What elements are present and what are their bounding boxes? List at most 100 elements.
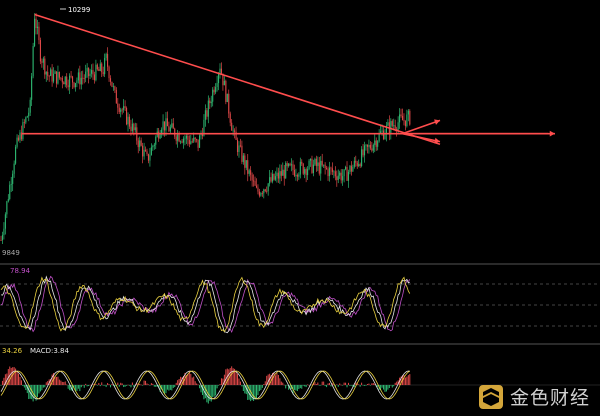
macd-histogram-bar <box>162 385 164 393</box>
macd-histogram-bar <box>77 385 79 389</box>
candle-body <box>35 18 37 29</box>
macd-histogram-bar <box>282 382 284 385</box>
candle-body <box>16 137 18 147</box>
candle-body <box>232 130 234 132</box>
macd-histogram-bar <box>209 385 211 401</box>
candle-body <box>134 127 136 131</box>
macd-histogram-bar <box>388 385 390 388</box>
macd-histogram-bar <box>228 369 230 385</box>
macd-histogram-bar <box>254 385 256 399</box>
candle-body <box>315 158 317 166</box>
candle-body <box>400 114 402 116</box>
jinse-logo-icon <box>478 384 503 409</box>
candle-body <box>200 133 202 136</box>
macd-histogram-bar <box>37 385 38 397</box>
macd-histogram-bar <box>47 381 49 385</box>
candle-body <box>190 141 192 144</box>
candle-body <box>86 67 88 72</box>
macd-histogram-bar <box>41 385 43 391</box>
macd-histogram-bar <box>235 370 237 385</box>
macd-histogram-bar <box>339 383 341 385</box>
candle-body <box>228 93 230 114</box>
macd-histogram-bar <box>277 374 279 385</box>
macd-histogram-bar <box>92 384 94 385</box>
macd-histogram-bar <box>279 378 281 385</box>
macd-histogram-bar <box>276 373 278 385</box>
macd-histogram-bar <box>161 385 163 390</box>
candle-body <box>10 183 12 185</box>
candle-body <box>147 154 150 161</box>
oscillator-line <box>0 276 411 333</box>
candle-body <box>247 160 249 174</box>
candle-body <box>101 63 103 73</box>
macd-histogram-bar <box>1 380 3 385</box>
candle-body <box>172 123 174 129</box>
candle-body <box>280 171 282 176</box>
macd-histogram-bar <box>102 385 104 386</box>
candle-body <box>146 151 148 155</box>
macd-histogram-bar <box>20 380 22 385</box>
macd-histogram-bar <box>245 385 247 395</box>
candle-body <box>83 77 85 79</box>
candle-body <box>285 163 287 179</box>
macd-histogram-bar <box>219 384 221 385</box>
macd-histogram-bar <box>86 385 88 387</box>
macd-histogram-bar <box>364 385 366 386</box>
macd-histogram-bar <box>80 385 82 388</box>
macd-histogram-bar <box>213 385 215 397</box>
macd-histogram-bar <box>225 369 227 385</box>
macd-histogram-bar <box>156 385 158 387</box>
macd-histogram-bar <box>261 385 263 388</box>
candle-body <box>359 164 361 167</box>
macd-histogram-bar <box>171 385 173 391</box>
macd-histogram-bar <box>288 385 290 390</box>
candle-body <box>66 76 68 86</box>
macd-histogram-bar <box>256 385 257 399</box>
candle-body <box>133 123 135 131</box>
macd-histogram-bar <box>384 385 386 392</box>
candle-body <box>369 144 371 149</box>
macd-histogram-bar <box>45 382 47 385</box>
macd-histogram-bar <box>149 385 151 386</box>
candle-body <box>356 162 358 167</box>
candle-body <box>213 89 215 93</box>
candle-body <box>251 174 253 181</box>
candle-body <box>22 122 24 140</box>
arrow-head <box>434 119 440 125</box>
macd-histogram-bar <box>3 377 5 385</box>
macd-histogram-bar <box>177 380 179 385</box>
candle-body <box>229 113 231 123</box>
macd-histogram-bar <box>361 382 363 385</box>
macd-histogram-bar <box>296 385 298 392</box>
candle-body <box>36 26 39 29</box>
candle-body <box>99 63 101 71</box>
macd-histogram-bar <box>200 385 202 393</box>
macd-histogram-bar <box>57 376 59 385</box>
candle-body <box>177 133 179 141</box>
macd-histogram-bar <box>345 382 347 385</box>
candle-body <box>399 114 401 123</box>
candle-body <box>98 69 100 71</box>
candle-body <box>309 158 312 161</box>
macd-histogram-bar <box>369 385 371 386</box>
macd-histogram-bar <box>307 384 309 386</box>
candle-body <box>305 169 307 176</box>
candle-body <box>215 87 217 93</box>
macd-histogram-bar <box>178 378 180 385</box>
candle-body <box>290 164 293 166</box>
macd-histogram-bar <box>143 380 145 385</box>
macd-histogram-bar <box>185 375 187 385</box>
macd-histogram-bar <box>326 385 328 388</box>
candle-body <box>19 132 21 141</box>
candle-body <box>272 173 274 182</box>
candle-body <box>71 76 74 83</box>
candle-body <box>375 140 377 147</box>
candle-body <box>390 121 392 134</box>
candle-body <box>111 81 113 87</box>
macd-histogram-bar <box>346 385 348 388</box>
candle-body <box>296 174 298 177</box>
macd-histogram-bar <box>215 385 217 396</box>
macd-histogram-bar <box>266 375 268 385</box>
macd-histogram-bar <box>155 385 157 387</box>
candle-body <box>210 101 212 104</box>
